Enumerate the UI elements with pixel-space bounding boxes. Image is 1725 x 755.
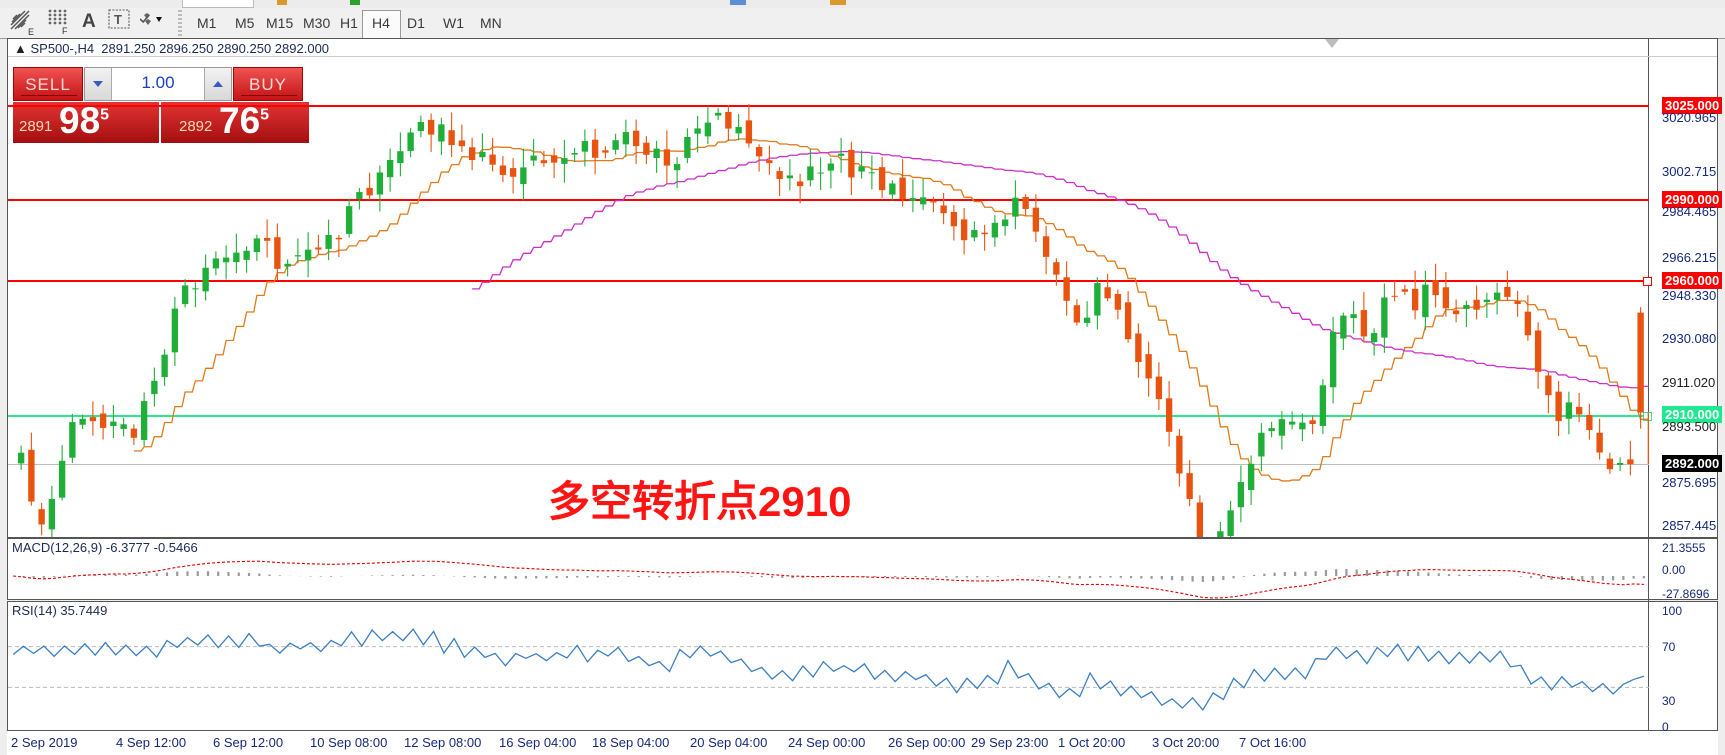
svg-text:T: T [114, 12, 122, 27]
svg-text:F: F [62, 26, 68, 36]
svg-text:E: E [28, 27, 34, 36]
